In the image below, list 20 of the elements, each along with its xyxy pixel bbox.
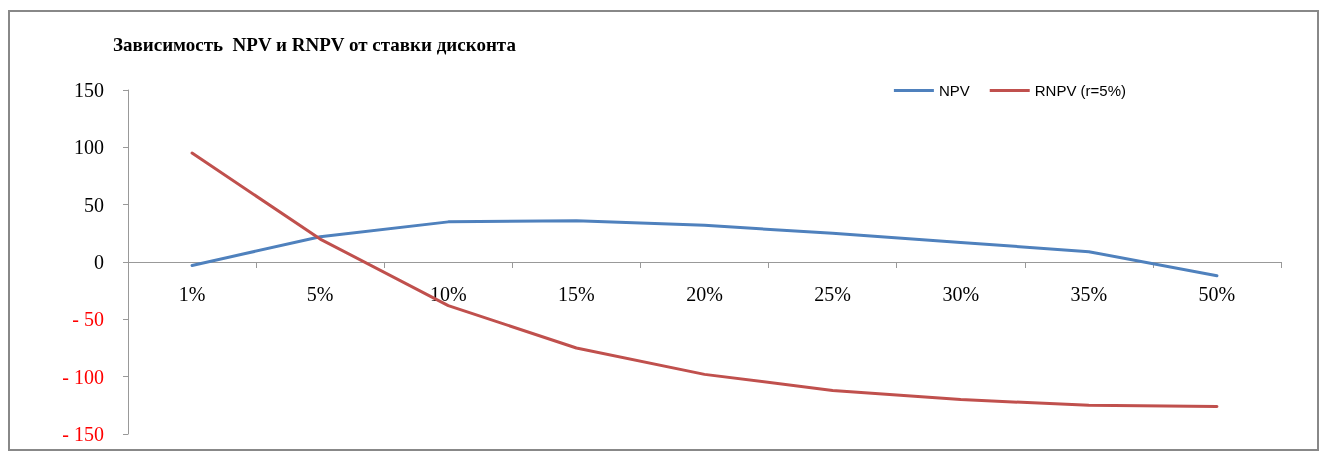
x-tick-label: 35%	[1070, 283, 1108, 305]
x-tick-label: 25%	[814, 283, 851, 305]
y-tick-label: 0	[94, 251, 104, 273]
x-tick-label: 10%	[429, 283, 467, 305]
y-tick-label: 50	[84, 193, 104, 216]
y-tick-label: 150	[74, 79, 104, 101]
x-tick-label: 1%	[178, 283, 206, 305]
legend-label: RNPV (r=5%)	[1034, 82, 1127, 99]
y-tick-label: - 100	[62, 365, 104, 388]
x-tick-label: 30%	[942, 283, 980, 305]
y-tick-label: - 50	[72, 308, 104, 331]
chart-title: Зависимость NPV и RNPV от ставки дисконта	[113, 34, 517, 55]
x-tick-label: 15%	[558, 283, 595, 305]
x-tick-label: 5%	[306, 283, 334, 305]
y-tick-label: - 150	[62, 423, 104, 445]
legend-label: NPV	[938, 82, 970, 99]
y-tick-label: 100	[74, 136, 104, 159]
x-tick-label: 20%	[686, 283, 723, 305]
line-series	[190, 219, 1219, 278]
x-tick-label: 50%	[1198, 283, 1236, 305]
